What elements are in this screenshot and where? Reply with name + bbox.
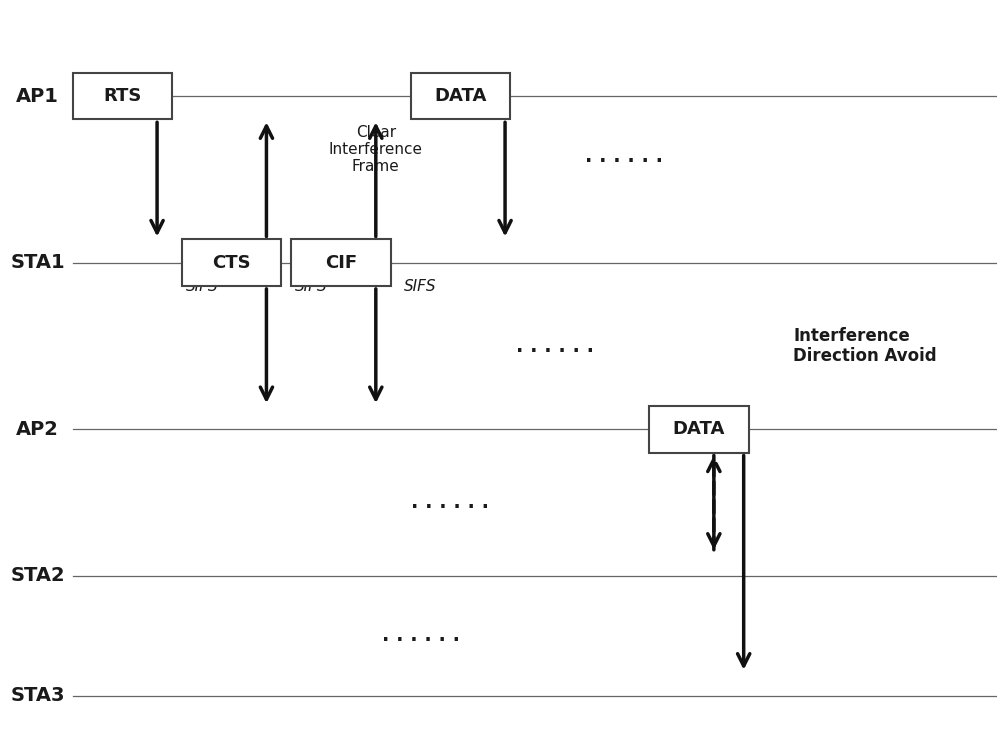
Text: DATA: DATA xyxy=(434,87,487,105)
Text: SIFS: SIFS xyxy=(295,278,327,293)
Text: STA2: STA2 xyxy=(10,566,65,586)
Text: CTS: CTS xyxy=(212,253,251,271)
Text: AP2: AP2 xyxy=(16,420,59,439)
Bar xyxy=(291,239,391,286)
Bar xyxy=(411,73,510,120)
Text: . . . . . .: . . . . . . xyxy=(516,336,594,356)
Text: STA1: STA1 xyxy=(10,253,65,272)
Bar xyxy=(182,239,281,286)
Text: . . . . . .: . . . . . . xyxy=(585,147,663,165)
Text: Clear
Interference
Frame: Clear Interference Frame xyxy=(329,125,423,174)
Text: SIFS: SIFS xyxy=(404,278,437,293)
Text: CIF: CIF xyxy=(325,253,357,271)
Text: . . . . . .: . . . . . . xyxy=(411,493,489,512)
Text: AP1: AP1 xyxy=(16,86,59,105)
Text: STA3: STA3 xyxy=(11,687,65,705)
Text: . . . . . .: . . . . . . xyxy=(382,626,460,645)
Text: SIFS: SIFS xyxy=(186,278,218,293)
Bar xyxy=(73,73,172,120)
Text: DATA: DATA xyxy=(673,420,725,438)
Text: RTS: RTS xyxy=(103,87,141,105)
Text: Interference
Direction Avoid: Interference Direction Avoid xyxy=(793,326,937,365)
Bar xyxy=(649,406,749,453)
